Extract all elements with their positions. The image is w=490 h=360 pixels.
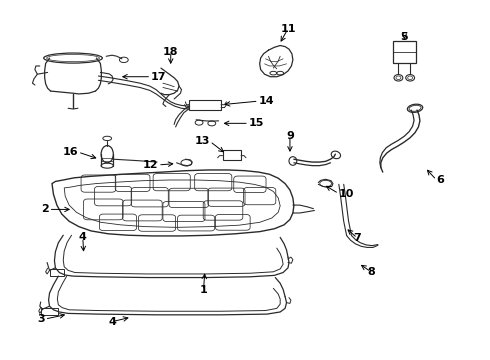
Text: 18: 18	[163, 46, 178, 57]
Bar	[189, 100, 221, 110]
Text: 5: 5	[400, 32, 408, 41]
Text: 13: 13	[195, 136, 210, 146]
Text: 10: 10	[339, 189, 354, 199]
Bar	[392, 41, 416, 63]
Text: 1: 1	[199, 285, 207, 296]
Text: 14: 14	[259, 96, 274, 106]
Text: 9: 9	[286, 131, 294, 141]
Text: 16: 16	[62, 147, 78, 157]
Text: 17: 17	[151, 72, 167, 82]
Text: 15: 15	[249, 118, 264, 128]
Text: 12: 12	[143, 160, 158, 170]
Bar	[222, 149, 241, 160]
Text: 7: 7	[353, 233, 361, 243]
Text: 6: 6	[437, 175, 444, 185]
Text: 4: 4	[108, 317, 116, 327]
Text: 11: 11	[280, 24, 296, 34]
Text: 3: 3	[37, 314, 45, 324]
Text: 4: 4	[79, 232, 87, 242]
Text: 2: 2	[41, 204, 49, 215]
Text: 8: 8	[367, 267, 375, 277]
